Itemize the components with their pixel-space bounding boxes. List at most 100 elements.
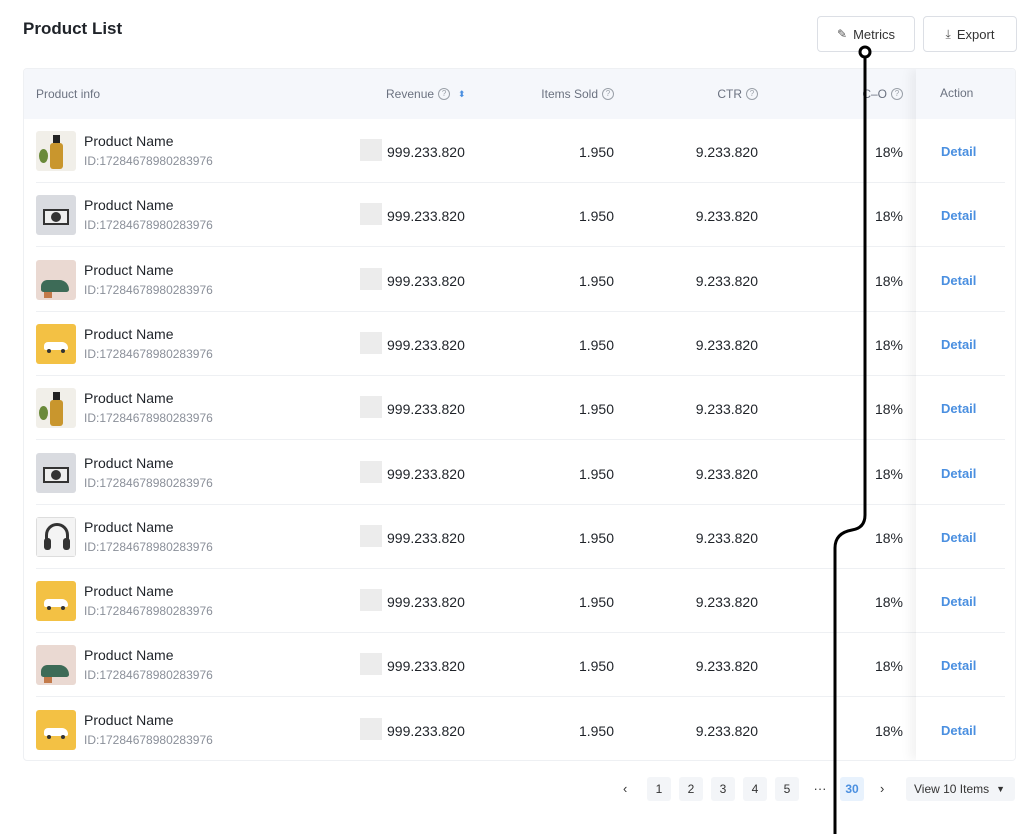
row-divider: [916, 439, 1005, 441]
revenue-cell: 999.233.820: [387, 594, 465, 611]
table-row: Product Name ID:17284678980283976 999.23…: [24, 312, 1015, 376]
table-row: Product Name ID:17284678980283976 999.23…: [24, 569, 1015, 634]
detail-link[interactable]: Detail: [941, 401, 977, 417]
page-button[interactable]: 5: [775, 777, 799, 801]
help-icon[interactable]: ?: [891, 88, 903, 100]
placeholder-block: [360, 460, 382, 483]
row-divider: [36, 503, 1003, 505]
co-cell: 18%: [874, 208, 903, 225]
row-divider: [916, 374, 1005, 376]
placeholder-block: [360, 396, 382, 419]
row-divider: [916, 696, 1005, 698]
product-name[interactable]: Product Name: [84, 261, 174, 278]
page-button[interactable]: 4: [743, 777, 767, 801]
items-sold-cell: 1.950: [578, 144, 614, 160]
placeholder-block: [360, 331, 382, 354]
revenue-cell: 999.233.820: [387, 401, 465, 418]
placeholder-block: [360, 203, 382, 226]
product-name[interactable]: Product Name: [84, 711, 174, 728]
product-image-car: [36, 323, 76, 364]
product-id: ID:17284678980283976: [84, 346, 213, 361]
action-cell: Detail: [916, 441, 1015, 505]
product-image-car: [36, 709, 76, 750]
col-co-label: C–O: [862, 87, 887, 101]
detail-link[interactable]: Detail: [941, 658, 977, 674]
co-cell: 18%: [874, 144, 903, 160]
row-divider: [36, 696, 1003, 698]
table-row: Product Name ID:17284678980283976 999.23…: [24, 441, 1015, 505]
table-header: Product info Revenue? ⬍ Items Sold? CTR? …: [24, 69, 1015, 119]
placeholder-block: [360, 524, 382, 547]
co-cell: 18%: [874, 401, 903, 418]
co-cell: 18%: [874, 465, 903, 482]
items-sold-cell: 1.950: [578, 336, 614, 353]
detail-link[interactable]: Detail: [941, 144, 977, 159]
detail-link[interactable]: Detail: [941, 465, 977, 481]
co-cell: 18%: [874, 529, 903, 546]
metrics-button[interactable]: ✎ Metrics: [817, 16, 915, 52]
placeholder-block: [360, 589, 382, 612]
product-name[interactable]: Product Name: [84, 390, 174, 407]
page-button[interactable]: 1: [647, 777, 671, 801]
help-icon[interactable]: ?: [602, 88, 614, 100]
product-name[interactable]: Product Name: [84, 197, 174, 214]
table-row: Product Name ID:17284678980283976 999.23…: [24, 376, 1015, 441]
product-image-bottle: [36, 131, 76, 171]
next-page-button[interactable]: ›: [880, 781, 885, 796]
ctr-cell: 9.233.820: [695, 658, 758, 675]
table-row: Product Name ID:17284678980283976 999.23…: [24, 248, 1015, 312]
action-cell: Detail: [916, 248, 1015, 312]
ctr-cell: 9.233.820: [695, 272, 758, 289]
action-cell: Detail: [916, 119, 1015, 183]
action-cell: Detail: [916, 698, 1015, 760]
col-revenue[interactable]: Revenue? ⬍: [386, 87, 466, 101]
page-button-last[interactable]: 30: [840, 777, 864, 801]
items-sold-cell: 1.950: [578, 722, 614, 739]
export-button[interactable]: ⤓ Export: [923, 16, 1017, 52]
detail-link[interactable]: Detail: [941, 272, 977, 288]
detail-link[interactable]: Detail: [941, 529, 977, 545]
placeholder-block: [360, 267, 382, 290]
revenue-cell: 999.233.820: [387, 465, 465, 482]
placeholder-block: [360, 717, 382, 740]
items-sold-cell: 1.950: [578, 529, 614, 546]
revenue-cell: 999.233.820: [387, 658, 465, 675]
detail-link[interactable]: Detail: [941, 208, 977, 224]
page-size-select[interactable]: View 10 Items ▼: [906, 777, 1015, 801]
ctr-cell: 9.233.820: [695, 208, 758, 225]
product-image-camera: [36, 452, 76, 493]
product-table: Product info Revenue? ⬍ Items Sold? CTR? …: [23, 68, 1016, 761]
page-button[interactable]: 2: [679, 777, 703, 801]
detail-link[interactable]: Detail: [941, 336, 977, 352]
help-icon[interactable]: ?: [746, 88, 758, 100]
help-icon[interactable]: ?: [438, 88, 451, 100]
page-button[interactable]: 3: [711, 777, 735, 801]
product-name[interactable]: Product Name: [84, 647, 174, 664]
product-image-camera: [36, 195, 76, 236]
product-name[interactable]: Product Name: [84, 518, 174, 535]
detail-link[interactable]: Detail: [941, 594, 977, 610]
items-sold-cell: 1.950: [578, 658, 614, 675]
ctr-cell: 9.233.820: [695, 594, 758, 611]
page-title: Product List: [23, 19, 123, 38]
pagination-ellipsis[interactable]: ···: [813, 781, 827, 796]
product-id: ID:17284678980283976: [84, 668, 213, 683]
detail-link[interactable]: Detail: [941, 722, 977, 738]
product-name[interactable]: Product Name: [84, 454, 174, 471]
product-id: ID:17284678980283976: [84, 604, 213, 619]
prev-page-button[interactable]: ‹: [623, 781, 628, 796]
sort-icon[interactable]: ⬍: [458, 88, 466, 99]
items-sold-cell: 1.950: [578, 465, 614, 482]
product-name[interactable]: Product Name: [84, 583, 174, 600]
col-ctr: CTR?: [717, 87, 758, 101]
product-name[interactable]: Product Name: [84, 133, 174, 149]
action-cell: Detail: [916, 183, 1015, 248]
row-divider: [36, 439, 1003, 441]
table-row: Product Name ID:17284678980283976 999.23…: [24, 633, 1015, 698]
table-row: Product Name ID:17284678980283976 999.23…: [24, 505, 1015, 569]
table-row: Product Name ID:17284678980283976 999.23…: [24, 183, 1015, 248]
product-id: ID:17284678980283976: [84, 218, 213, 233]
product-image-shoe: [36, 259, 76, 300]
revenue-cell: 999.233.820: [387, 208, 465, 225]
product-name[interactable]: Product Name: [84, 325, 174, 342]
